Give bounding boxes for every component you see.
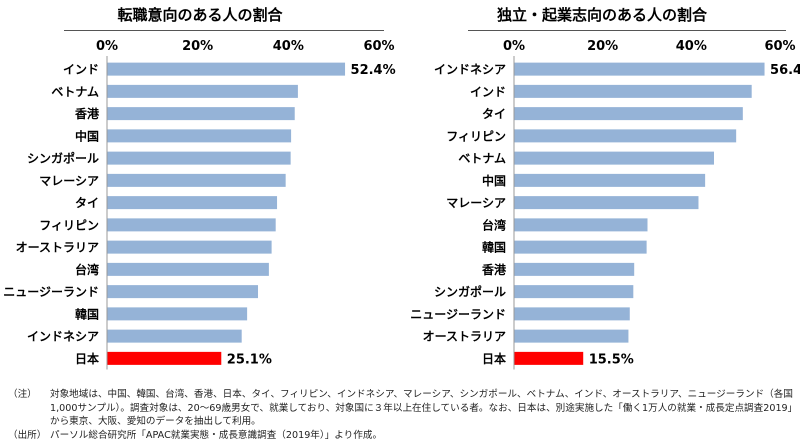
category-label: タイ bbox=[482, 107, 506, 121]
category-label: インド bbox=[63, 63, 99, 77]
category-label: 中国 bbox=[482, 173, 506, 188]
chart-title: 独立・起業志向のある人の割合 bbox=[496, 6, 707, 24]
bar bbox=[514, 173, 706, 187]
category-label: 日本 bbox=[75, 351, 99, 366]
category-label: 香港 bbox=[481, 262, 507, 277]
x-tick-label: 20% bbox=[587, 39, 618, 54]
bar bbox=[107, 84, 298, 98]
category-label: 香港 bbox=[74, 106, 100, 121]
bar bbox=[107, 196, 278, 210]
bar bbox=[514, 151, 714, 165]
bar bbox=[107, 307, 248, 321]
category-label: シンガポール bbox=[27, 151, 99, 166]
category-label: 中国 bbox=[75, 128, 99, 143]
category-label: 日本 bbox=[482, 351, 506, 366]
bar bbox=[107, 151, 291, 165]
bar bbox=[514, 107, 743, 121]
title-underline bbox=[468, 30, 786, 31]
x-tick-label: 40% bbox=[273, 39, 304, 54]
bar bbox=[514, 196, 699, 210]
bar bbox=[514, 329, 629, 343]
bar bbox=[107, 240, 272, 254]
bar bbox=[514, 129, 737, 143]
bar bbox=[107, 62, 346, 76]
bar-plot: 0% 20% 40% 60% インドネシア 56.4% インドタイフィリピンベトナム中国マレ… bbox=[410, 39, 800, 370]
category-label: インドネシア bbox=[434, 63, 506, 77]
bar bbox=[107, 218, 276, 232]
chart-entrepreneurship-intention: 独立・起業志向のある人の割合 0% 20% 40% 60% インドネシア 56.4% インド… bbox=[400, 0, 800, 388]
data-label: 56.4% bbox=[770, 63, 800, 78]
category-label: オーストラリア bbox=[16, 241, 99, 255]
note-label: （注） bbox=[8, 389, 37, 400]
category-label: ベトナム bbox=[51, 85, 99, 99]
bar bbox=[514, 307, 630, 321]
category-label: 台湾 bbox=[482, 217, 506, 232]
category-label: オーストラリア bbox=[423, 330, 506, 344]
source-text: パーソル総合研究所「APAC就業実態・成長意識調査（2019年）」より作成。 bbox=[50, 429, 383, 441]
footnotes: （注） 対象地域は、中国、韓国、台湾、香港、日本、タイ、フィリピン、インドネシア… bbox=[8, 388, 796, 442]
category-label: 韓国 bbox=[482, 240, 506, 255]
bar-plot: 0% 20% 40% 60% インド 52.4% ベトナム香港中国シンガポールマレーシアタイ… bbox=[3, 39, 396, 370]
category-label: 韓国 bbox=[75, 306, 99, 321]
source-label: （出所） bbox=[8, 429, 47, 441]
category-label: ニュージーランド bbox=[410, 307, 506, 321]
x-tick-label: 20% bbox=[182, 39, 213, 54]
bar bbox=[107, 285, 259, 299]
category-label: インドネシア bbox=[27, 330, 99, 344]
data-label: 25.1% bbox=[227, 352, 272, 367]
bar bbox=[107, 329, 242, 343]
bar bbox=[514, 218, 648, 232]
title-underline bbox=[64, 30, 384, 31]
bar bbox=[107, 262, 269, 276]
category-label: マレーシア bbox=[446, 196, 506, 210]
category-label: タイ bbox=[75, 196, 99, 210]
bar bbox=[107, 173, 286, 187]
chart-title: 転職意向のある人の割合 bbox=[117, 6, 283, 24]
bar bbox=[514, 285, 634, 299]
category-label: フィリピン bbox=[446, 129, 506, 143]
category-label: ニュージーランド bbox=[3, 285, 99, 299]
category-label: 台湾 bbox=[75, 262, 99, 277]
category-label: マレーシア bbox=[39, 174, 99, 188]
category-label: フィリピン bbox=[39, 218, 99, 232]
bar bbox=[107, 107, 295, 121]
bar bbox=[514, 262, 635, 276]
bar bbox=[514, 84, 752, 98]
x-tick-label: 60% bbox=[764, 39, 795, 54]
x-tick-label: 0% bbox=[503, 39, 525, 54]
bar bbox=[107, 129, 292, 143]
data-label: 15.5% bbox=[589, 352, 634, 367]
category-label: シンガポール bbox=[434, 284, 506, 299]
bar bbox=[107, 351, 222, 365]
data-label: 52.4% bbox=[351, 63, 396, 78]
bar bbox=[514, 240, 647, 254]
category-label: インド bbox=[470, 85, 506, 99]
chart-job-change-intention: 転職意向のある人の割合 0% 20% 40% 60% インド 52.4% ベトナム香港中国シ… bbox=[0, 0, 400, 388]
category-label: ベトナム bbox=[458, 152, 506, 166]
x-tick-label: 40% bbox=[676, 39, 707, 54]
bar bbox=[514, 351, 584, 365]
x-tick-label: 60% bbox=[363, 39, 394, 54]
x-tick-label: 0% bbox=[96, 39, 118, 54]
note-text: 対象地域は、中国、韓国、台湾、香港、日本、タイ、フィリピン、インドネシア、マレー… bbox=[50, 389, 793, 427]
bar bbox=[514, 62, 765, 76]
